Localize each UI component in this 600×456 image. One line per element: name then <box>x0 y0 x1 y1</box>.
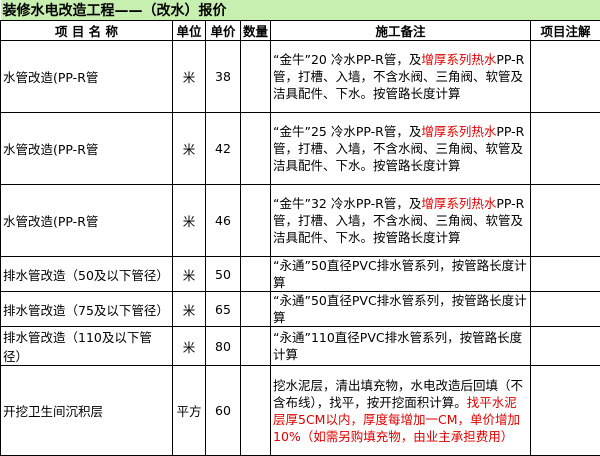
remark <box>531 185 600 257</box>
item-name: 排水管改造（50及以下管径） <box>1 257 173 292</box>
quantity <box>241 185 271 257</box>
item-name: 水管改造(PP-R管 <box>1 113 173 185</box>
note-text: “金牛”20 冷水PP-R管，及 <box>273 52 421 67</box>
note-text: 增厚系列热水 <box>421 52 496 67</box>
quantity <box>241 41 271 113</box>
item-name: 开挖卫生间沉积层 <box>1 366 173 456</box>
remark <box>531 257 600 292</box>
unit: 米 <box>173 292 206 327</box>
header-cell: 单价 <box>206 21 241 41</box>
unit: 米 <box>173 185 206 257</box>
remark <box>531 113 600 185</box>
note-text: “永通”50直径PVC排水管系列，按管路长度计算 <box>273 293 527 325</box>
price: 46 <box>206 185 241 257</box>
unit: 米 <box>173 41 206 113</box>
price: 50 <box>206 257 241 292</box>
header-row: 项 目 名 称单位单价数量施工备注项目注解 <box>1 21 600 41</box>
price: 38 <box>206 41 241 113</box>
item-name: 水管改造(PP-R管 <box>1 185 173 257</box>
remark <box>531 366 600 456</box>
note-text: “金牛”32 冷水PP-R管，及 <box>273 196 421 211</box>
note-text: “永通”50直径PVC排水管系列，按管路长度计算 <box>273 258 527 290</box>
header-cell: 项 目 名 称 <box>1 21 173 41</box>
note: “永通”110直径PVC排水管系列，按管路长度计算 <box>271 327 531 366</box>
quantity <box>241 257 271 292</box>
note: “永通”50直径PVC排水管系列，按管路长度计算 <box>271 257 531 292</box>
price: 60 <box>206 366 241 456</box>
note: “金牛”25 冷水PP-R管，及增厚系列热水PP-R管，打槽、入墙，不含水阀、三… <box>271 113 531 185</box>
note-text: 增厚系列热水 <box>421 124 496 139</box>
item-name: 排水管改造（110及以下管径） <box>1 327 173 366</box>
note-text: 增厚系列热水 <box>421 196 496 211</box>
item-name: 排水管改造（75及以下管径） <box>1 292 173 327</box>
quantity <box>241 327 271 366</box>
quantity <box>241 292 271 327</box>
note: 挖水泥层，清出填充物，水电改造后回填（不含布线），找平，按开挖面积计算。找平水泥… <box>271 366 531 456</box>
quantity <box>241 113 271 185</box>
price: 42 <box>206 113 241 185</box>
price: 65 <box>206 292 241 327</box>
header-cell: 施工备注 <box>271 21 531 41</box>
note-text: “永通”110直径PVC排水管系列，按管路长度计算 <box>273 330 522 362</box>
note-text: “金牛”25 冷水PP-R管，及 <box>273 124 421 139</box>
header-cell: 项目注解 <box>531 21 600 41</box>
remark <box>531 327 600 366</box>
note: “永通”50直径PVC排水管系列，按管路长度计算 <box>271 292 531 327</box>
title: 装修水电改造工程——（改水）报价 <box>1 0 600 21</box>
note: “金牛”20 冷水PP-R管，及增厚系列热水PP-R管，打槽、入墙，不含水阀、三… <box>271 41 531 113</box>
unit: 米 <box>173 257 206 292</box>
unit: 米 <box>173 113 206 185</box>
note: “金牛”32 冷水PP-R管，及增厚系列热水PP-R管，打槽、入墙，不含水阀、三… <box>271 185 531 257</box>
header-cell: 单位 <box>173 21 206 41</box>
remark <box>531 292 600 327</box>
item-name: 水管改造(PP-R管 <box>1 41 173 113</box>
remark <box>531 41 600 113</box>
price: 80 <box>206 327 241 366</box>
unit: 米 <box>173 327 206 366</box>
header-cell: 数量 <box>241 21 271 41</box>
unit: 平方 <box>173 366 206 456</box>
quantity <box>241 366 271 456</box>
